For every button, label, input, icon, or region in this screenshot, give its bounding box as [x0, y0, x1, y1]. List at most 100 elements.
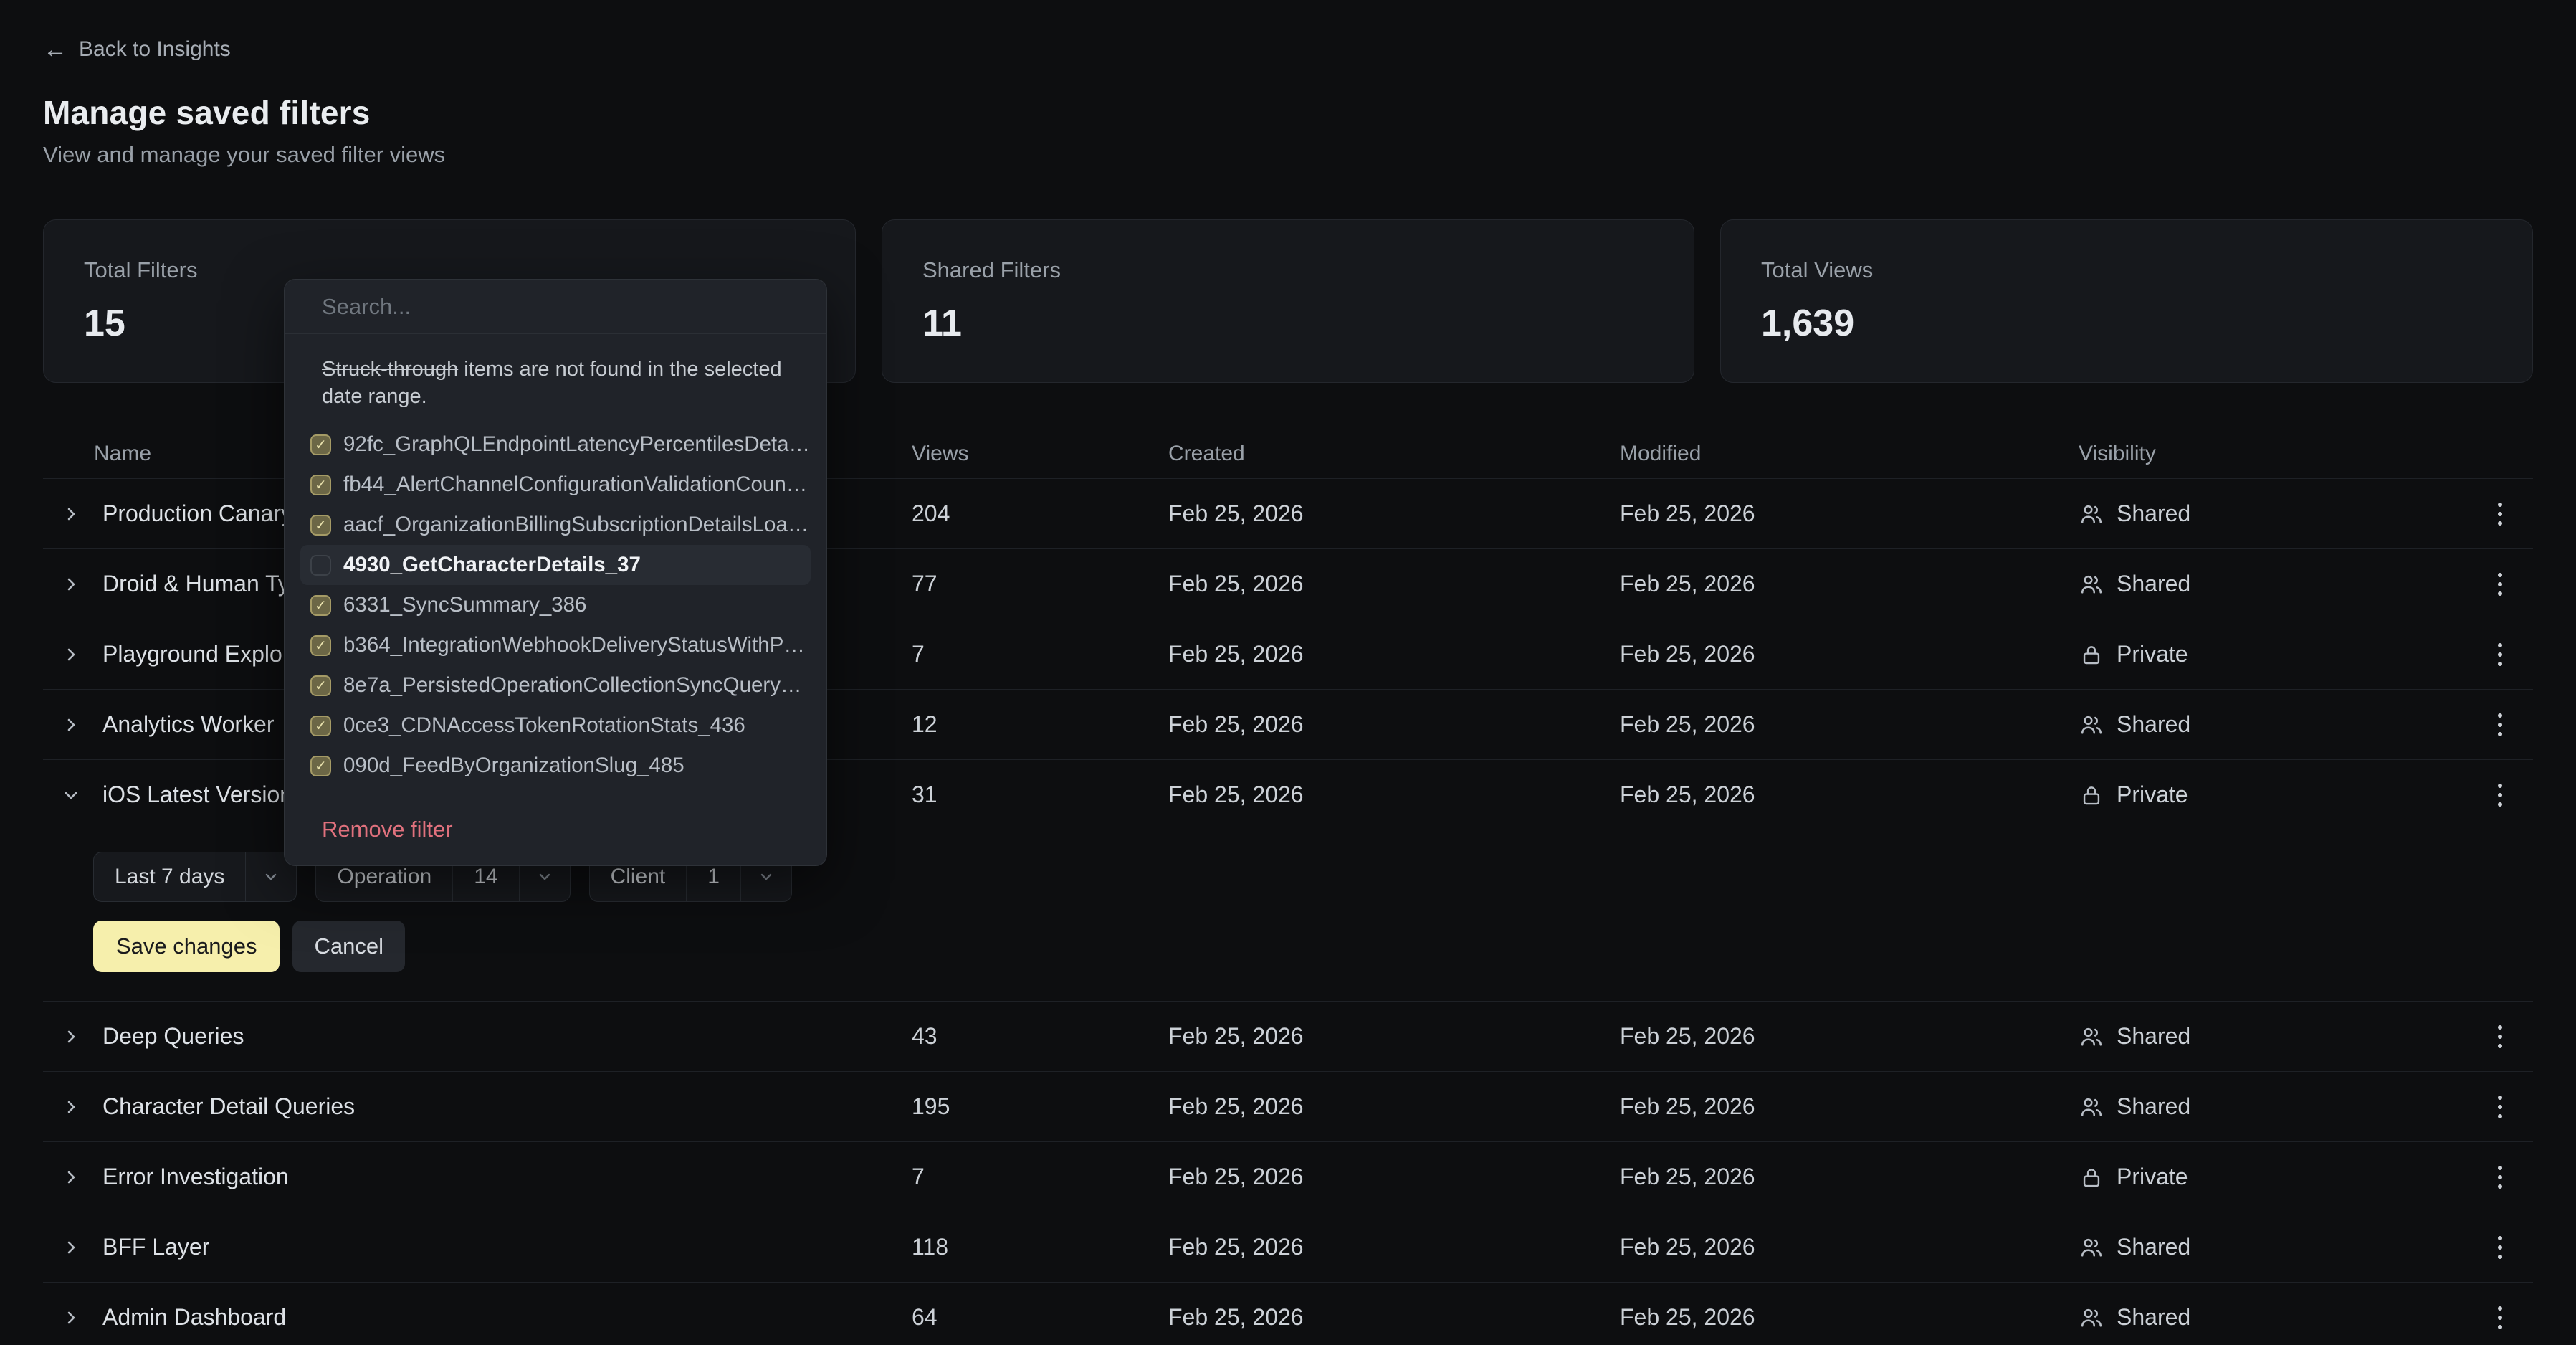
chevron-down-icon[interactable] — [245, 852, 296, 901]
row-name-cell: Playground Explorat — [43, 641, 912, 667]
back-to-insights-link[interactable]: ← Back to Insights — [43, 37, 231, 62]
filter-name: Deep Queries — [102, 1023, 244, 1049]
row-menu-button[interactable] — [2491, 1229, 2509, 1266]
stat-value: 1,639 — [1761, 303, 1855, 344]
private-lock-icon — [2079, 642, 2104, 667]
operation-list-item[interactable]: ✓ 0ce3_CDNAccessTokenRotationStats_436 — [300, 705, 811, 746]
search-input[interactable] — [285, 280, 826, 334]
chevron-down-icon[interactable] — [518, 852, 570, 901]
row-menu-button[interactable] — [2491, 776, 2509, 814]
total-views-card: Total Views 1,639 — [1720, 219, 2533, 383]
visibility-label: Shared — [2117, 1304, 2191, 1330]
table-row[interactable]: Error Investigation 7 Feb 25, 2026 Feb 2… — [43, 1142, 2533, 1212]
row-menu-button[interactable] — [2491, 636, 2509, 673]
operation-list-item[interactable]: ✓ b364_IntegrationWebhookDeliveryStatusW… — [300, 625, 811, 665]
cancel-button[interactable]: Cancel — [292, 921, 405, 972]
operation-name: 090d_FeedByOrganizationSlug_485 — [343, 754, 684, 777]
checkbox-icon[interactable]: ✓ — [310, 635, 331, 656]
views-value: 7 — [912, 641, 925, 667]
row-menu-button[interactable] — [2491, 495, 2509, 533]
views-value: 77 — [912, 571, 938, 597]
row-expand-chevron[interactable] — [59, 572, 83, 597]
stat-value: 15 — [84, 303, 125, 344]
stat-label: Shared Filters — [922, 257, 1061, 282]
row-name-cell: Analytics Worker — [43, 711, 912, 738]
table-row[interactable]: Admin Dashboard 64 Feb 25, 2026 Feb 25, … — [43, 1283, 2533, 1345]
checkbox-icon[interactable]: ✓ — [310, 514, 331, 536]
table-row[interactable]: BFF Layer 118 Feb 25, 2026 Feb 25, 2026 … — [43, 1212, 2533, 1283]
created-date: Feb 25, 2026 — [1168, 1304, 1304, 1330]
operation-name: 6331_SyncSummary_386 — [343, 593, 587, 617]
visibility-label: Shared — [2117, 571, 2191, 597]
checkbox-icon[interactable]: ✓ — [310, 755, 331, 776]
table-row[interactable]: Playground Explorat 7 Feb 25, 2026 Feb 2… — [43, 619, 2533, 690]
table-row[interactable]: Droid & Human Type 77 Feb 25, 2026 Feb 2… — [43, 549, 2533, 619]
stat-value: 11 — [922, 303, 962, 344]
column-header-created: Created — [1168, 441, 1245, 465]
row-expand-chevron[interactable] — [59, 1165, 83, 1189]
operation-list-item[interactable]: ✓ 6331_SyncSummary_386 — [300, 585, 811, 625]
date-range-label: Last 7 days — [115, 865, 225, 888]
table-row[interactable]: iOS Latest Versions 31 Feb 25, 2026 Feb … — [43, 760, 2533, 830]
note-strike-text: Struck-through — [322, 358, 459, 381]
checkbox-icon[interactable]: ✓ — [310, 434, 331, 455]
row-name-cell: Droid & Human Type — [43, 571, 912, 597]
row-menu-button[interactable] — [2491, 1299, 2509, 1336]
operation-list-item[interactable]: ✓ aacf_OrganizationBillingSubscriptionDe… — [300, 505, 811, 545]
visibility-label: Shared — [2117, 1234, 2191, 1260]
operation-list-item[interactable]: ✓ 92fc_GraphQLEndpointLatencyPercentiles… — [300, 424, 811, 465]
visibility-label: Private — [2117, 641, 2188, 667]
row-expand-chevron[interactable] — [59, 783, 83, 807]
visibility-cell: Private — [2079, 1164, 2467, 1190]
checkbox-icon[interactable]: ✓ — [310, 594, 331, 616]
checkbox-icon[interactable]: ✓ — [310, 554, 331, 576]
column-header-visibility: Visibility — [2079, 441, 2156, 465]
shared-users-icon — [2079, 1094, 2104, 1120]
table-row[interactable]: Deep Queries 43 Feb 25, 2026 Feb 25, 202… — [43, 1002, 2533, 1072]
table-row[interactable]: Character Detail Queries 195 Feb 25, 202… — [43, 1072, 2533, 1142]
column-header-views: Views — [912, 441, 969, 465]
checkbox-icon[interactable]: ✓ — [310, 715, 331, 736]
visibility-cell: Shared — [2079, 1023, 2467, 1050]
row-expand-chevron[interactable] — [59, 1306, 83, 1330]
save-changes-button[interactable]: Save changes — [93, 921, 280, 972]
checkbox-icon[interactable]: ✓ — [310, 675, 331, 696]
operation-list-item[interactable]: ✓ fb44_AlertChannelConfigurationValidati… — [300, 465, 811, 505]
operation-list-item[interactable]: ✓ 8e7a_PersistedOperationCollectionSyncQ… — [300, 665, 811, 705]
row-menu-button[interactable] — [2491, 706, 2509, 743]
operation-name: 92fc_GraphQLEndpointLatencyPercentilesDe… — [343, 432, 811, 456]
row-menu-button[interactable] — [2491, 1018, 2509, 1055]
row-name-cell: Deep Queries — [43, 1023, 912, 1050]
row-menu-button[interactable] — [2491, 1159, 2509, 1196]
operation-name: b364_IntegrationWebhookDeliveryStatusWit… — [343, 633, 811, 657]
created-date: Feb 25, 2026 — [1168, 1164, 1304, 1189]
checkbox-icon[interactable]: ✓ — [310, 474, 331, 495]
operation-list-item[interactable]: ✓ 4930_GetCharacterDetails_37 — [300, 545, 811, 585]
operation-list-item[interactable]: ✓ 090d_FeedByOrganizationSlug_485 — [300, 746, 811, 786]
filter-name: Character Detail Queries — [102, 1093, 356, 1119]
saved-filters-table: Name Views Created Modified Visibility P… — [43, 429, 2533, 1345]
table-row[interactable]: Production Canary 204 Feb 25, 2026 Feb 2… — [43, 479, 2533, 549]
chevron-down-icon[interactable] — [740, 852, 791, 901]
operation-name: fb44_AlertChannelConfigurationValidation… — [343, 472, 811, 496]
expanded-filter-editor: Last 7 days Operation 14 Client 1 — [43, 830, 2533, 1002]
row-expand-chevron[interactable] — [59, 713, 83, 737]
modified-date: Feb 25, 2026 — [1620, 1164, 1755, 1189]
row-expand-chevron[interactable] — [59, 502, 83, 526]
filter-name: Error Investigation — [102, 1164, 289, 1189]
filter-name: iOS Latest Versions — [102, 781, 305, 807]
row-expand-chevron[interactable] — [59, 642, 83, 667]
row-expand-chevron[interactable] — [59, 1095, 83, 1119]
stat-label: Total Views — [1761, 257, 1874, 282]
modified-date: Feb 25, 2026 — [1620, 711, 1755, 737]
row-menu-button[interactable] — [2491, 1088, 2509, 1126]
row-expand-chevron[interactable] — [59, 1235, 83, 1260]
stat-label: Total Filters — [84, 257, 198, 282]
row-expand-chevron[interactable] — [59, 1025, 83, 1049]
remove-filter-link[interactable]: Remove filter — [322, 817, 453, 842]
page-subtitle: View and manage your saved filter views — [43, 142, 446, 167]
table-row[interactable]: Analytics Worker 12 Feb 25, 2026 Feb 25,… — [43, 690, 2533, 760]
row-menu-button[interactable] — [2491, 566, 2509, 603]
date-range-chip[interactable]: Last 7 days — [93, 852, 297, 902]
column-header-name: Name — [94, 441, 152, 465]
